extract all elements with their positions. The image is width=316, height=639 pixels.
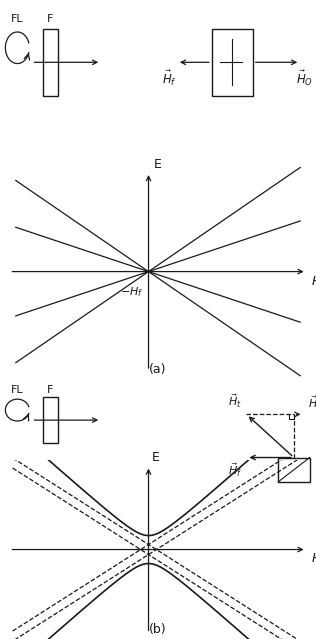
Text: (a): (a) bbox=[149, 362, 167, 376]
Text: $\vec{H}_t$: $\vec{H}_t$ bbox=[228, 392, 242, 410]
Text: $\vec{H}_O$: $\vec{H}_O$ bbox=[296, 70, 313, 88]
Text: $H_O$: $H_O$ bbox=[311, 275, 316, 289]
Text: (b): (b) bbox=[149, 623, 167, 636]
Text: E: E bbox=[153, 158, 161, 171]
Text: $\vec{H}_f$: $\vec{H}_f$ bbox=[228, 462, 242, 479]
Text: E: E bbox=[152, 451, 160, 465]
Text: $\vec{H}_O$: $\vec{H}_O$ bbox=[308, 394, 316, 412]
Bar bbox=[212, 29, 253, 95]
Bar bbox=[43, 397, 58, 443]
Text: FL: FL bbox=[11, 385, 24, 395]
Text: F: F bbox=[47, 385, 54, 395]
Text: F: F bbox=[47, 13, 54, 24]
Bar bbox=[43, 29, 58, 95]
Text: $\vec{H}_f$: $\vec{H}_f$ bbox=[161, 70, 177, 88]
Text: FL: FL bbox=[11, 13, 24, 24]
Text: $-H_f$: $-H_f$ bbox=[120, 285, 144, 299]
Text: $H_C$: $H_C$ bbox=[311, 552, 316, 567]
Bar bbox=[278, 458, 310, 482]
